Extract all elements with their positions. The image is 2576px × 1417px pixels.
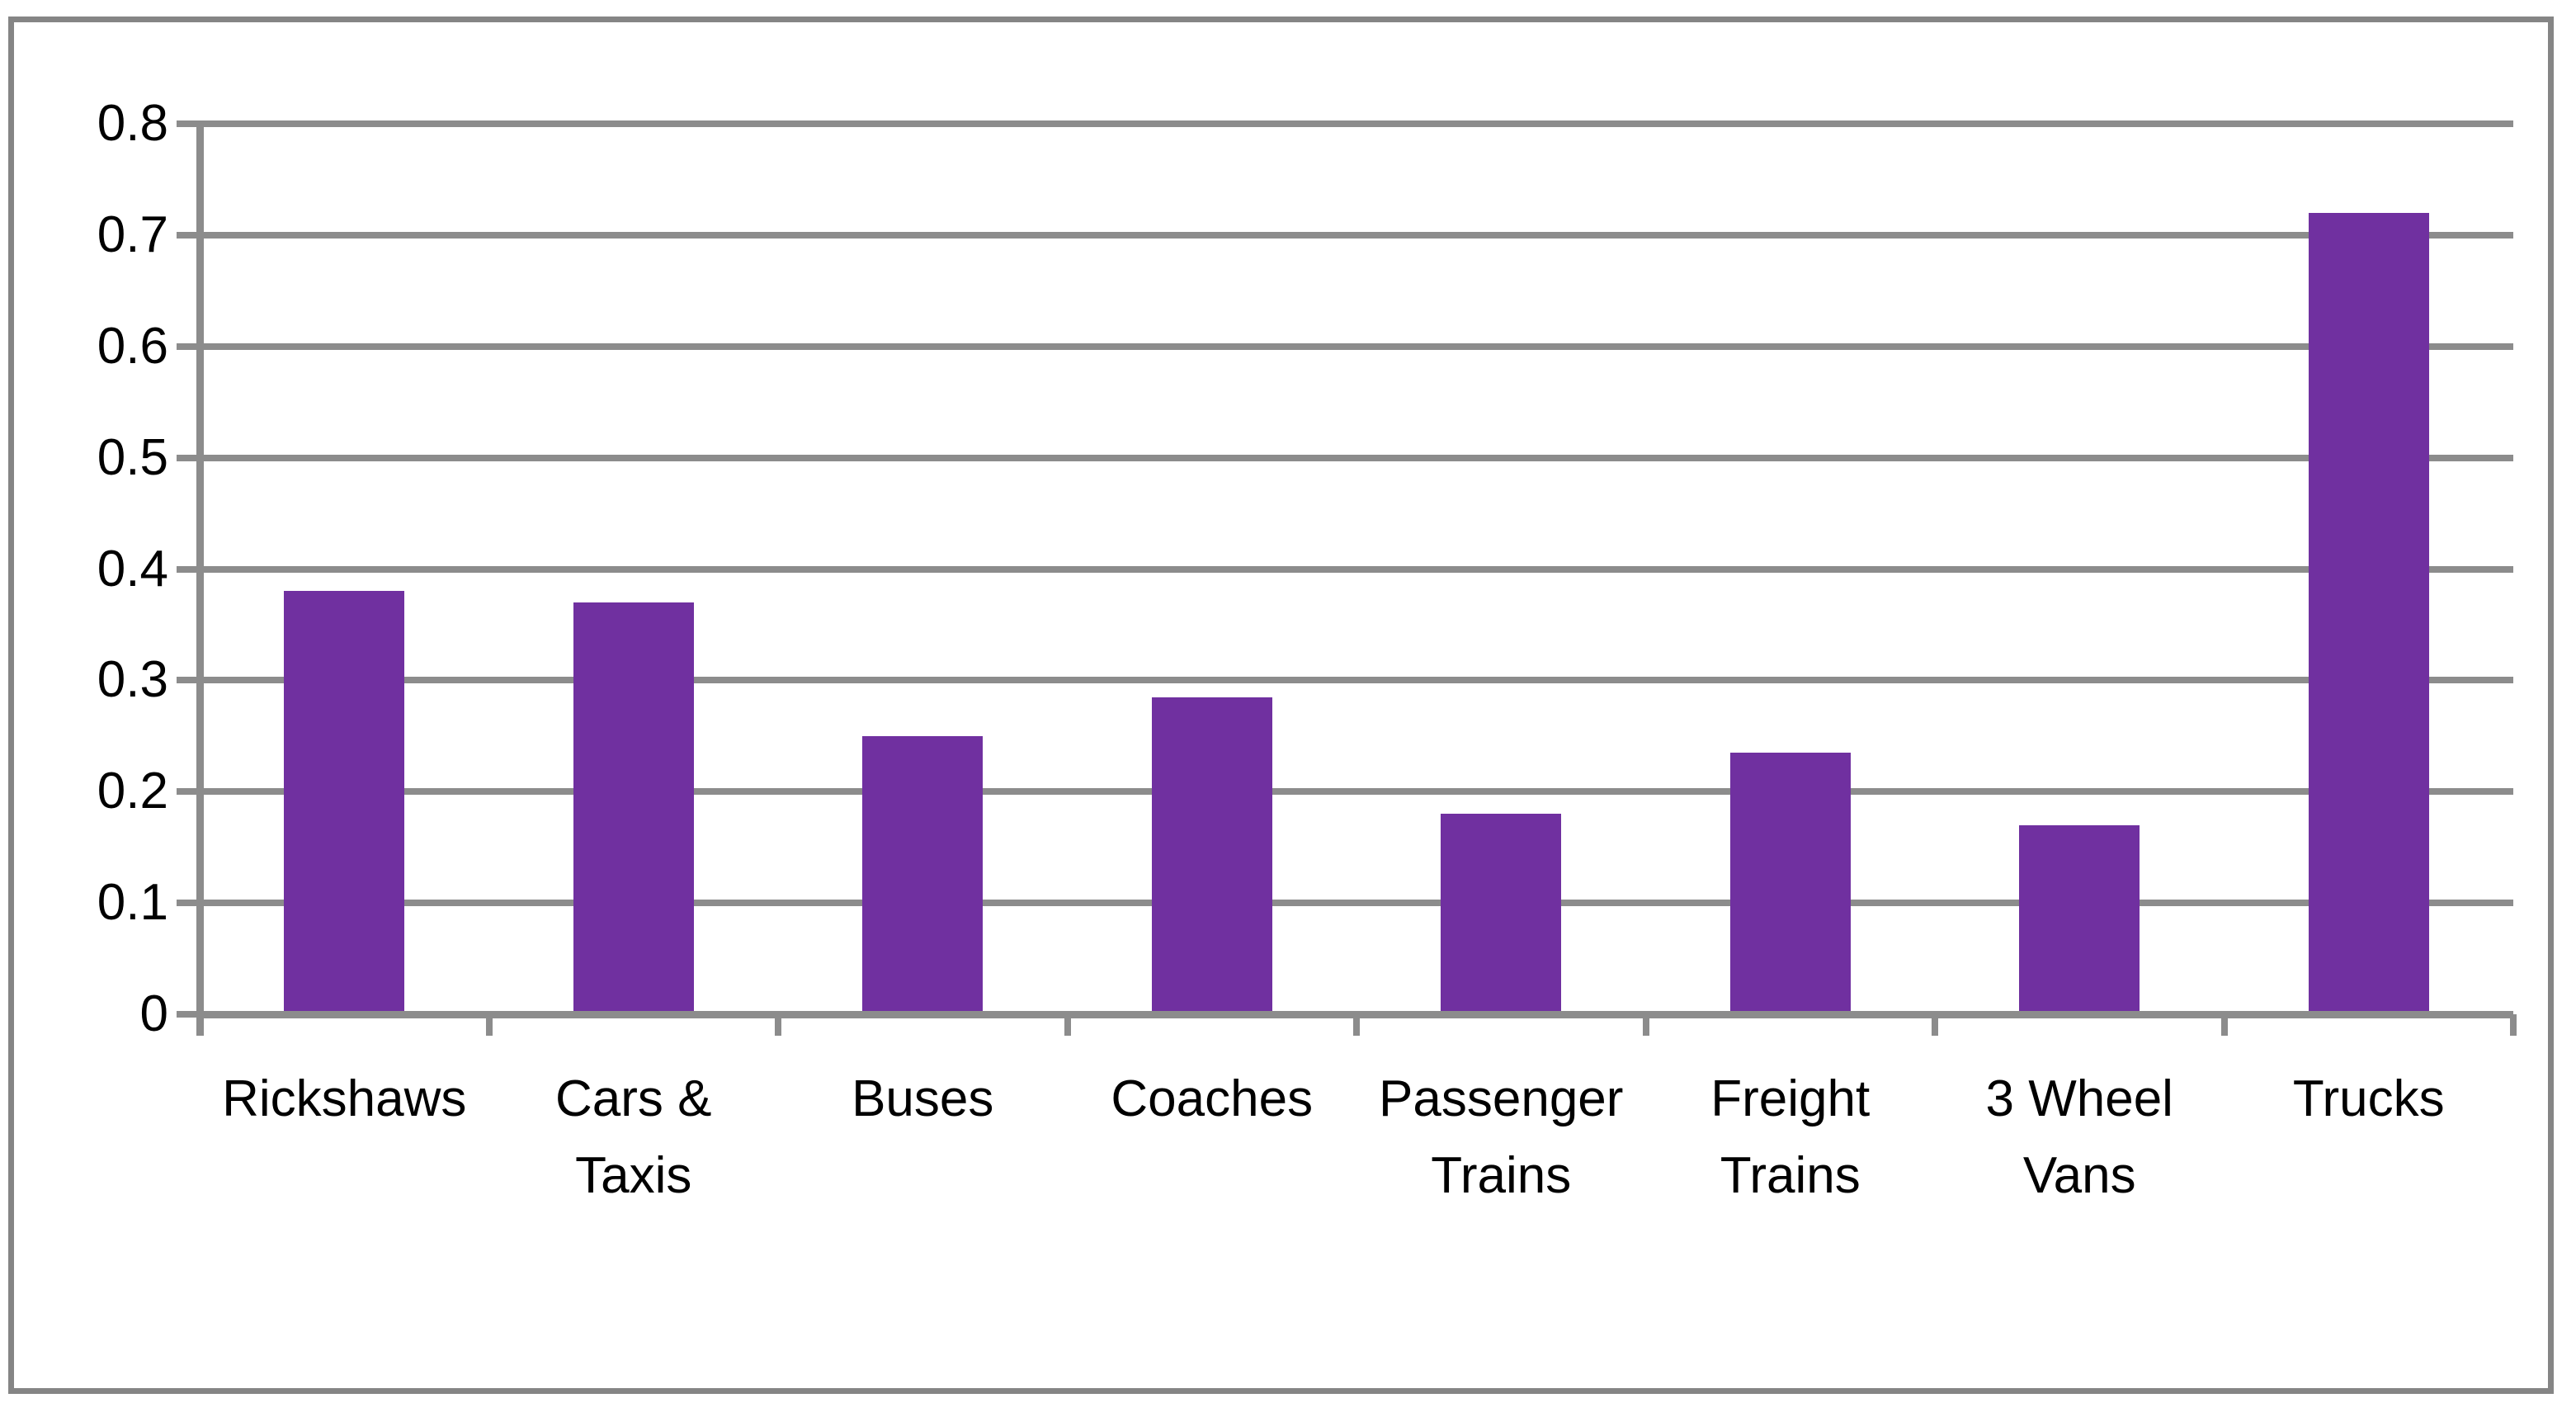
bar-coaches: [1151, 697, 1272, 1014]
y-axis-tick-label: 0.4: [97, 540, 168, 598]
bars-row: [200, 124, 2513, 1014]
x-axis-label-trucks: Trucks: [2292, 1070, 2445, 1127]
y-axis-line: [196, 124, 204, 1036]
bar-slot-passenger-trains: [1356, 124, 1646, 1014]
y-axis-tick-label: 0: [139, 985, 168, 1042]
y-tickmark-0.6: [177, 342, 200, 350]
x-tickmark-3: [1064, 1014, 1071, 1036]
bar-buses: [862, 735, 984, 1014]
x-tickmark-8: [2510, 1014, 2517, 1036]
bar-slot-freight-trains: [1646, 124, 1936, 1014]
x-tickmark-2: [775, 1014, 781, 1036]
y-axis-tick-label: 0.6: [97, 317, 168, 375]
y-axis-tick-label: 0.2: [97, 763, 168, 820]
x-tickmark-7: [2220, 1014, 2228, 1036]
gridline-0.7: [200, 231, 2513, 239]
gridline-0.6: [200, 342, 2513, 350]
bar-slot-buses: [778, 124, 1068, 1014]
y-tickmark-0.2: [177, 788, 200, 796]
gridline-0.5: [200, 454, 2513, 461]
bar-3-wheel-vans: [2019, 824, 2140, 1014]
y-tickmark-0.4: [177, 565, 200, 573]
x-axis-label-coaches: Coaches: [1111, 1070, 1314, 1127]
x-axis-label-rickshaws: Rickshaws: [222, 1070, 467, 1127]
y-tickmark-0.7: [177, 231, 200, 239]
x-tickmark-0: [196, 1014, 203, 1036]
bar-slot-cars-taxis: [489, 124, 779, 1014]
gridline-0.8: [200, 120, 2513, 127]
y-axis-tick-label: 0.3: [97, 651, 168, 709]
x-axis-label-freight-trains: Freight Trains: [1710, 1070, 1871, 1204]
chart-frame-border: [8, 17, 2554, 1394]
y-tickmark-0.5: [177, 454, 200, 461]
x-axis-label-cars-taxis: Cars & Taxis: [555, 1070, 712, 1204]
y-axis-tick-label: 0.1: [97, 874, 168, 932]
y-tickmark-0.3: [177, 677, 200, 684]
x-tickmark-5: [1642, 1014, 1649, 1036]
y-tickmark-0.8: [177, 120, 200, 127]
bar-slot-rickshaws: [200, 124, 489, 1014]
y-tickmark-0: [177, 1011, 200, 1018]
y-tickmark-0.1: [177, 900, 200, 907]
x-axis-label-passenger-trains: Passenger Trains: [1379, 1070, 1624, 1204]
x-tickmark-6: [1932, 1014, 1938, 1036]
bar-freight-trains: [1729, 753, 1851, 1014]
bar-slot-trucks: [2225, 124, 2514, 1014]
bar-trucks: [2308, 212, 2429, 1014]
x-tickmark-4: [1353, 1014, 1360, 1036]
bar-slot-3-wheel-vans: [1935, 124, 2225, 1014]
gridline-0.4: [200, 565, 2513, 573]
bar-cars-taxis: [573, 602, 694, 1014]
y-axis-tick-label: 0.5: [97, 428, 168, 486]
gridline-0.1: [200, 900, 2513, 907]
x-axis-category-labels: Rickshaws Cars & Taxis Buses Coaches Passeng…: [200, 1060, 2513, 1242]
gridline-0.2: [200, 788, 2513, 796]
y-axis-tick-label: 0.7: [97, 205, 168, 263]
y-axis-tick-label: 0.8: [97, 95, 168, 152]
x-axis-label-buses: Buses: [852, 1070, 994, 1127]
x-tickmark-1: [485, 1014, 493, 1036]
x-axis-label-3-wheel-vans: 3 Wheel Vans: [1985, 1070, 2173, 1204]
plot-area: 0.8 0.7 0.6 0.5 0.4 0.3 0.2 0.1 0 Rickshaws Cars …: [97, 98, 2517, 1204]
gridline-0.3: [200, 677, 2513, 684]
bar-passenger-trains: [1441, 814, 1562, 1014]
bar-rickshaws: [284, 591, 405, 1014]
bar-slot-coaches: [1068, 124, 1357, 1014]
